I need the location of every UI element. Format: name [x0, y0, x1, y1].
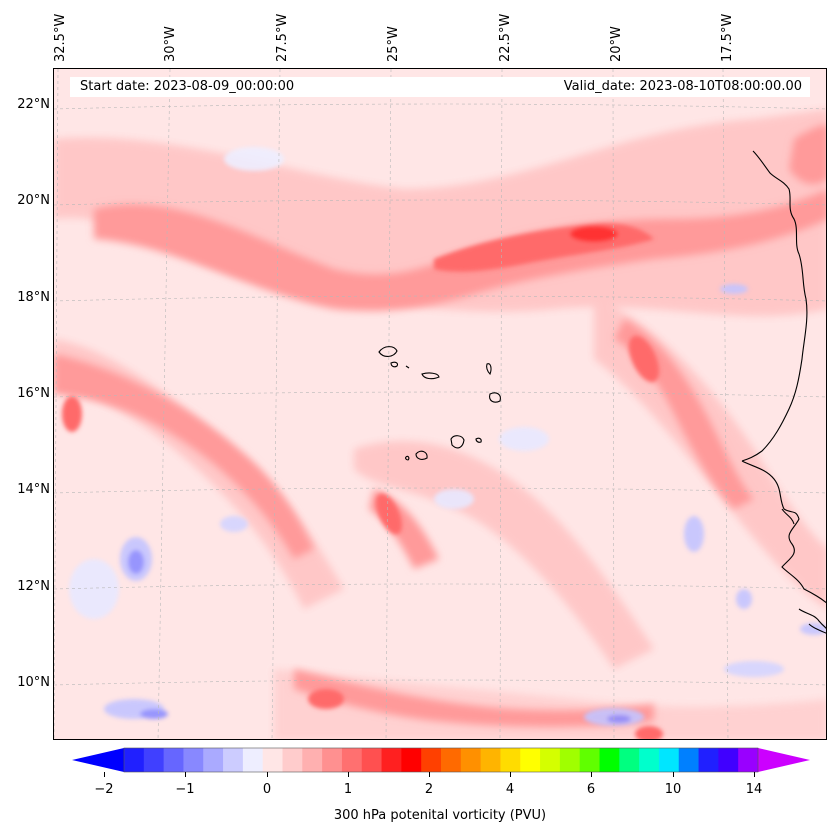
colorbar-cell: [322, 748, 343, 772]
lat-label: 22°N: [17, 97, 50, 112]
lon-label: 20°W: [609, 26, 624, 62]
graticule: [54, 69, 826, 739]
colorbar-cell: [381, 748, 402, 772]
colorbar-cell: [124, 748, 145, 772]
colorbar-tick-label: 1: [343, 782, 353, 797]
colorbar-cell: [242, 748, 264, 772]
info-bar: Start date: 2023-08-09_00:00:00 Valid_da…: [70, 77, 810, 97]
lat-label: 10°N: [17, 675, 50, 690]
colorbar-cell: [441, 748, 462, 772]
colorbar-tick-mark: [429, 772, 430, 777]
colorbar-cell: [421, 748, 442, 772]
colorbar-tick-mark: [510, 772, 511, 777]
lon-label: 30°W: [163, 26, 178, 62]
colorbar-cell: [302, 748, 323, 772]
colorbar-label: 300 hPa potenital vorticity (PVU): [333, 808, 547, 823]
valid-date-text: Valid_date: 2023-08-10T08:00:00.00: [563, 79, 802, 94]
colorbar-cell: [500, 748, 521, 772]
lat-label: 12°N: [17, 579, 50, 594]
colorbar-max-arrow: [758, 748, 810, 772]
coastline: [741, 150, 826, 634]
colorbar-cell: [599, 748, 620, 772]
colorbar-cell: [619, 748, 640, 772]
colorbar-cell: [480, 748, 502, 772]
colorbar-cell: [658, 748, 680, 772]
colorbar-cell: [401, 748, 422, 772]
lat-label: 18°N: [17, 290, 50, 305]
colorbar-tick-mark: [754, 772, 755, 777]
colorbar-tick-mark: [267, 772, 268, 777]
colorbar-cell: [520, 748, 541, 772]
colorbar-tick-mark: [185, 772, 186, 777]
colorbar-tick-label: 4: [505, 782, 515, 797]
colorbar-cell: [698, 748, 719, 772]
lat-label: 16°N: [17, 386, 50, 401]
colorbar-tick-label: 6: [586, 782, 596, 797]
colorbar-cell: [282, 748, 303, 772]
colorbar-tick-label: −1: [175, 782, 195, 797]
pv-field: [54, 69, 826, 739]
colorbar-cell: [559, 748, 581, 772]
colorbar-tick-label: 0: [262, 782, 272, 797]
colorbar-tick-mark: [591, 772, 592, 777]
colorbar-tick-label: 14: [745, 782, 763, 797]
lon-label: 22.5°W: [498, 13, 513, 62]
colorbar-cell: [738, 748, 759, 772]
lon-label: 32.5°W: [53, 13, 68, 62]
colorbar-cell: [579, 748, 601, 772]
map-panel[interactable]: Start date: 2023-08-09_00:00:00 Valid_da…: [53, 68, 827, 740]
lon-label: 27.5°W: [275, 13, 290, 62]
pv-blue: [69, 147, 826, 726]
colorbar-cell: [639, 748, 660, 772]
colorbar: [72, 747, 810, 773]
lon-label: 17.5°W: [720, 13, 735, 62]
colorbar-cell: [361, 748, 383, 772]
lat-label: 14°N: [17, 482, 50, 497]
colorbar-cell: [540, 748, 561, 772]
colorbar-cell: [143, 748, 165, 772]
cape-verde-islands: [378, 346, 501, 461]
colorbar-tick-label: −2: [94, 782, 114, 797]
lat-label: 20°N: [17, 193, 50, 208]
colorbar-cell: [678, 748, 700, 772]
colorbar-cell: [262, 748, 284, 772]
start-date-text: Start date: 2023-08-09_00:00:00: [80, 79, 295, 94]
colorbar-tick-mark: [673, 772, 674, 777]
pv-strong-red: [62, 223, 663, 739]
colorbar-border: [123, 747, 759, 773]
colorbar-cell: [183, 748, 204, 772]
colorbar-cell: [460, 748, 482, 772]
colorbar-cell: [718, 748, 739, 772]
colorbar-tick-mark: [104, 772, 105, 777]
colorbar-tick-label: 2: [424, 782, 434, 797]
colorbar-tick-mark: [348, 772, 349, 777]
colorbar-tick-label: 10: [664, 782, 682, 797]
colorbar-cell: [163, 748, 185, 772]
colorbar-cell: [341, 748, 363, 772]
colorbar-min-arrow: [72, 748, 124, 772]
colorbar-cell: [203, 748, 224, 772]
lon-label: 25°W: [386, 26, 401, 62]
colorbar-cell: [223, 748, 244, 772]
